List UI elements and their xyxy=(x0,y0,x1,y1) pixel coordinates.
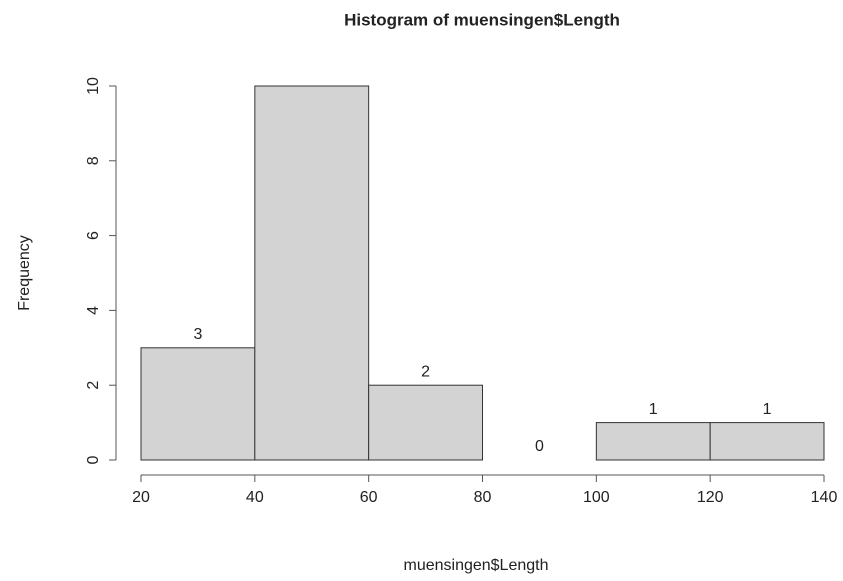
y-axis-label: Frequency xyxy=(16,235,33,311)
x-tick-label: 120 xyxy=(697,489,724,506)
y-tick-label: 4 xyxy=(85,306,102,315)
data-label: 0 xyxy=(535,438,544,455)
x-tick-label: 60 xyxy=(360,489,378,506)
data-label: 3 xyxy=(193,326,202,343)
plot-area: 3 10 2 0 1 1 xyxy=(140,64,825,461)
bar xyxy=(595,422,711,461)
data-label: 1 xyxy=(649,401,658,418)
chart-title: Histogram of muensingen$Length xyxy=(344,10,620,29)
data-label: 2 xyxy=(421,363,430,380)
x-tick-label: 140 xyxy=(811,489,838,506)
bar xyxy=(254,85,370,461)
x-axis-label: muensingen$Length xyxy=(403,557,548,574)
x-tick-label: 100 xyxy=(583,489,610,506)
y-tick-label: 2 xyxy=(85,381,102,390)
y-tick-label: 0 xyxy=(85,455,102,464)
bar xyxy=(140,347,256,461)
x-tick-label: 80 xyxy=(474,489,492,506)
bar xyxy=(709,422,825,461)
y-tick-label: 8 xyxy=(85,156,102,165)
data-label: 10 xyxy=(303,64,321,81)
bar xyxy=(368,384,483,461)
data-label: 1 xyxy=(763,401,772,418)
y-tick-label: 6 xyxy=(85,231,102,240)
y-tick-label: 10 xyxy=(85,77,102,95)
x-tick-label: 20 xyxy=(132,489,150,506)
x-tick-label: 40 xyxy=(246,489,264,506)
